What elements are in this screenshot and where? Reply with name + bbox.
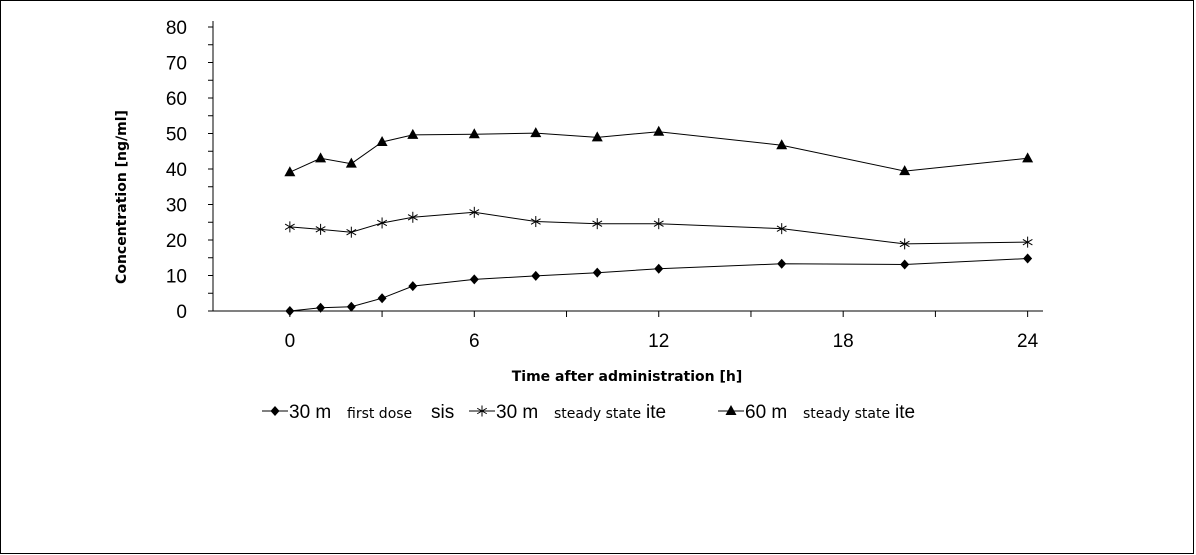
y-tick-label: 20 — [166, 231, 187, 252]
data-point — [530, 216, 541, 228]
data-point — [592, 267, 602, 278]
y-tick-label: 30 — [166, 196, 187, 217]
data-point — [284, 221, 295, 233]
series-layer — [284, 125, 1034, 316]
data-point — [653, 125, 665, 136]
x-tick-label: 6 — [469, 331, 480, 352]
x-tick-label: 0 — [285, 331, 296, 352]
data-point — [653, 218, 664, 230]
data-point — [531, 270, 541, 281]
series-diamond — [285, 253, 1033, 316]
data-point — [315, 223, 326, 235]
data-point — [408, 281, 418, 292]
data-point — [899, 238, 910, 250]
axes: 0 10 20 30 40 50 60 70 80 0 6 12 18 24 — [166, 18, 1043, 352]
data-point — [284, 166, 296, 177]
data-point — [407, 128, 419, 139]
legend-tail: sis — [431, 402, 454, 423]
legend-tail: ite — [646, 402, 666, 423]
data-point — [407, 211, 418, 223]
data-point — [654, 263, 664, 274]
data-point — [777, 258, 787, 269]
data-point — [776, 139, 788, 150]
legend-tail: ite — [895, 402, 915, 423]
x-tick-label: 24 — [1017, 331, 1039, 352]
data-point — [1022, 152, 1034, 163]
data-point — [530, 127, 542, 138]
data-point — [469, 274, 479, 285]
data-point — [316, 302, 326, 313]
legend-label: 60 m — [745, 402, 787, 423]
legend-sublabel: steady state — [803, 406, 890, 422]
data-point — [899, 165, 911, 176]
legend-sublabel: first dose — [347, 406, 412, 422]
data-point — [776, 223, 787, 235]
data-point — [345, 157, 357, 168]
data-point — [346, 301, 356, 312]
data-point — [377, 293, 387, 304]
x-axis-title: Time after administration [h] — [512, 369, 743, 385]
legend-sublabel: steady state — [554, 406, 641, 422]
data-point — [377, 217, 388, 229]
data-point — [591, 131, 603, 142]
y-tick-label: 50 — [166, 125, 187, 146]
series-triangle — [284, 125, 1034, 177]
data-point — [285, 306, 295, 316]
y-tick-label: 0 — [176, 302, 187, 323]
legend-label: 30 m — [289, 402, 331, 423]
x-tick-label: 18 — [833, 331, 854, 352]
data-point — [592, 218, 603, 230]
legend: 30 m first dose sis 30 m steady state ite 60 m… — [262, 402, 915, 423]
legend-marker — [476, 405, 488, 417]
series-line — [289, 211, 1028, 245]
legend-item: 60 m steady state ite — [718, 402, 915, 423]
y-tick-label: 60 — [166, 89, 187, 110]
y-tick-label: 10 — [166, 267, 187, 288]
series-line — [289, 131, 1028, 173]
data-point — [376, 136, 388, 147]
legend-item: 30 m steady state ite — [469, 402, 666, 423]
data-point — [315, 152, 327, 163]
data-point — [1022, 236, 1033, 248]
legend-label: 30 m — [496, 402, 538, 423]
y-tick-label: 40 — [166, 160, 187, 181]
series-line — [289, 258, 1028, 312]
y-axis-title: Concentration [ng/ml] — [114, 110, 130, 284]
data-point — [900, 259, 910, 270]
legend-item: 30 m first dose sis — [262, 402, 454, 423]
data-point — [346, 226, 357, 238]
y-tick-label: 80 — [166, 18, 187, 39]
legend-marker — [270, 406, 280, 416]
data-point — [468, 128, 480, 139]
series-star — [284, 206, 1033, 250]
data-point — [469, 206, 480, 218]
y-tick-label: 70 — [166, 54, 187, 75]
x-tick-label: 12 — [648, 331, 669, 352]
data-point — [1023, 253, 1033, 264]
legend-marker — [725, 405, 737, 415]
